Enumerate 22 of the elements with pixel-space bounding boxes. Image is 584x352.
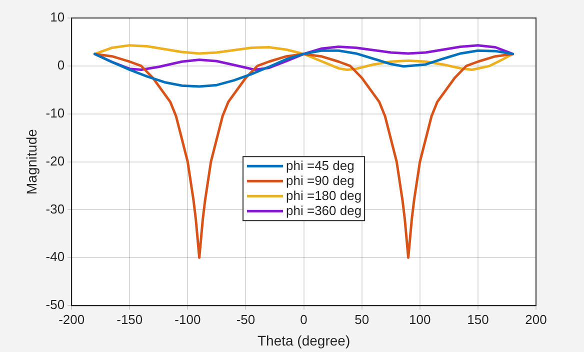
y-axis-title: Magnitude [23, 128, 40, 194]
y-tick-label: -20 [46, 153, 65, 168]
x-axis-title: Theta (degree) [257, 332, 350, 348]
x-tick-label: 0 [300, 312, 308, 327]
x-tick-label: -50 [236, 312, 256, 327]
y-tick-label: -40 [46, 249, 65, 264]
x-tick-label: 50 [354, 312, 370, 327]
x-tick-label: -150 [116, 312, 143, 327]
y-tick-label: -50 [46, 297, 65, 312]
legend-label: phi =90 deg [286, 173, 354, 188]
x-tick-label: 200 [525, 312, 547, 327]
legend-label: phi =360 deg [286, 203, 362, 218]
legend-label: phi =180 deg [286, 188, 362, 204]
x-tick-label: 100 [409, 312, 431, 327]
y-tick-label: -10 [46, 105, 65, 120]
x-tick-label: -200 [58, 312, 85, 327]
legend-label: phi =45 deg [286, 158, 354, 174]
y-tick-label: 10 [50, 10, 65, 25]
y-tick-label: -30 [46, 201, 65, 216]
x-tick-label: -100 [174, 312, 201, 327]
y-tick-label: 0 [57, 58, 65, 73]
x-tick-label: 150 [467, 312, 489, 327]
